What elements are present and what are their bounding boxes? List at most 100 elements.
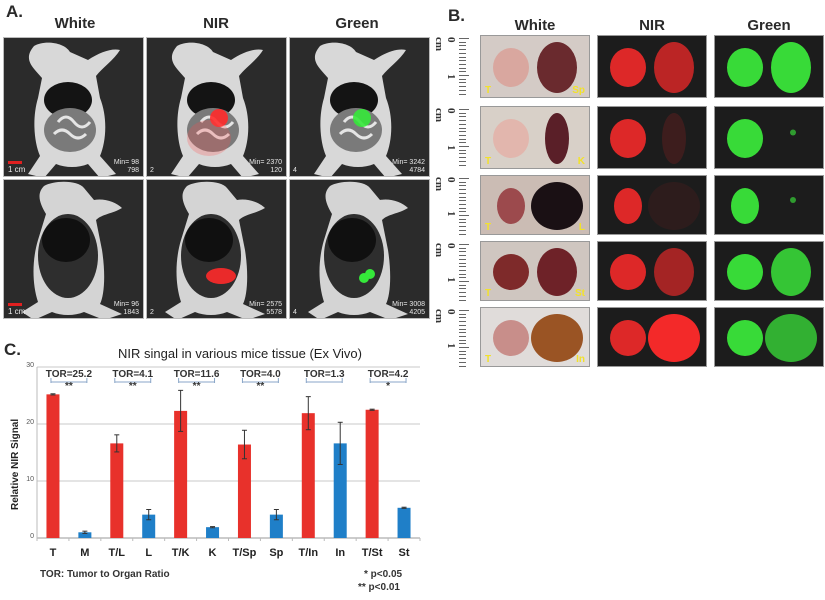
min-value-text: Min= 2575 (249, 301, 282, 308)
ruler-tick (459, 93, 466, 95)
ruler-tick (459, 63, 466, 65)
x-tick-label: M (80, 547, 90, 559)
ruler-tick (459, 86, 466, 88)
bar-T/K (174, 389, 188, 538)
tissue-tile-in-white: T In (480, 307, 590, 367)
mouse-image-nir-2: Min= 2575 5578 2 (146, 179, 287, 319)
tor-annotation: TOR=25.2 (45, 369, 93, 380)
bar-St (397, 506, 411, 538)
max-value-text: 120 (270, 167, 282, 174)
ruler-tick (459, 211, 466, 213)
cm-ruler: 0 cm 1 (433, 35, 469, 98)
ruler-tick (459, 258, 466, 260)
ruler-tick (459, 112, 466, 114)
panel-c-label: C. (4, 340, 21, 359)
ruler-tick (459, 134, 466, 136)
ruler-one-label: 1 (445, 343, 457, 349)
cm-ruler: 0 cm 1 (433, 241, 469, 301)
ruler-tick (459, 49, 466, 51)
ruler-tick (459, 146, 469, 147)
scale-bar (8, 161, 22, 164)
min-value-text: Min= 3242 (392, 159, 425, 166)
ruler-tick (459, 233, 466, 235)
bar-T/L (110, 434, 124, 538)
bar-Sp (269, 509, 283, 538)
x-tick-label: L (145, 547, 153, 559)
tor-annotation: TOR=11.6 (173, 369, 220, 380)
ruler-tick (459, 218, 466, 220)
ruler-tick (459, 109, 469, 110)
ruler-tick (459, 78, 466, 80)
y-tick-label: 30 (26, 362, 34, 369)
x-tick-label: St (398, 547, 410, 559)
ruler-tick (459, 222, 466, 224)
ruler-tick (459, 365, 466, 367)
tumor-label: T (485, 85, 492, 96)
x-tick-label: Sp (269, 547, 284, 559)
ruler-tick (459, 339, 466, 341)
image-index: 2 (150, 309, 154, 316)
tumor-label: T (485, 222, 492, 233)
ruler-tick (459, 251, 466, 253)
ruler-tick (459, 277, 466, 279)
organ-label: St (575, 288, 585, 299)
ruler-tick (459, 292, 466, 294)
min-value-text: Min= 3008 (392, 301, 425, 308)
ruler-tick (459, 361, 466, 363)
max-value-text: 1843 (123, 309, 139, 316)
tor-footnote: TOR: Tumor to Organ Ratio (40, 569, 170, 580)
ruler-tick (459, 203, 466, 205)
tor-annotation: TOR=4.1 (112, 369, 154, 380)
organ-label: In (576, 354, 585, 365)
ruler-zero-label: 0 cm (433, 177, 457, 192)
tissue-tile-l-nir (597, 175, 707, 235)
panel-a-col-white: White (54, 15, 96, 32)
tor-annotation: TOR=1.3 (303, 369, 345, 380)
ruler-tick (459, 281, 469, 282)
min-value-text: Min= 2370 (249, 159, 282, 166)
x-tick-label: T/In (298, 547, 319, 559)
ruler-tick (459, 324, 466, 326)
tissue-tile-in-nir (597, 307, 707, 367)
ruler-tick (459, 310, 469, 311)
significance-footnote-2: ** p<0.01 (358, 582, 400, 593)
ruler-tick (459, 189, 466, 191)
ruler-tick (459, 350, 466, 352)
significance-footnote-1: * p<0.05 (364, 569, 403, 580)
significance-marker: ** (192, 381, 201, 392)
x-tick-label: T/St (361, 547, 383, 559)
ruler-tick (459, 123, 466, 125)
tissue-tile-sp-white: T Sp (480, 35, 590, 98)
tissue-tile-sp-green (714, 35, 824, 98)
tumor-label: T (485, 354, 492, 365)
ruler-tick (459, 131, 466, 133)
mouse-image-white-2: Min= 96 1843 1 cm (3, 179, 144, 319)
tissue-tile-st-nir (597, 241, 707, 301)
panel-a-label: A. (6, 2, 23, 21)
ruler-tick (459, 185, 466, 187)
panel-b-col-white: White (514, 17, 556, 34)
tissue-tile-l-green (714, 175, 824, 235)
mouse-image-green-2: Min= 3008 4205 4 (289, 179, 430, 319)
bar-T/Sp (237, 429, 251, 538)
tissue-tile-k-green (714, 106, 824, 169)
significance-marker: ** (256, 381, 265, 392)
panel-a-col-nir: NIR (203, 15, 229, 32)
ruler-tick (459, 317, 466, 319)
ruler-tick (459, 343, 466, 345)
x-tick-label: T/Sp (232, 547, 257, 559)
panel-b-label: B. (448, 6, 465, 25)
panel-b-col-green: Green (747, 17, 791, 34)
ruler-tick (459, 229, 466, 231)
ruler-tick (459, 288, 466, 290)
ruler-tick (459, 299, 466, 301)
min-value-text: Min= 96 (113, 301, 139, 308)
ruler-tick (459, 116, 466, 118)
ruler-tick (459, 142, 466, 144)
ruler-tick (459, 347, 469, 348)
ruler-tick (459, 196, 466, 198)
ruler-tick (459, 284, 466, 286)
max-value-text: 5578 (266, 309, 282, 316)
bar-chart (36, 366, 421, 541)
ruler-tick (459, 164, 466, 166)
